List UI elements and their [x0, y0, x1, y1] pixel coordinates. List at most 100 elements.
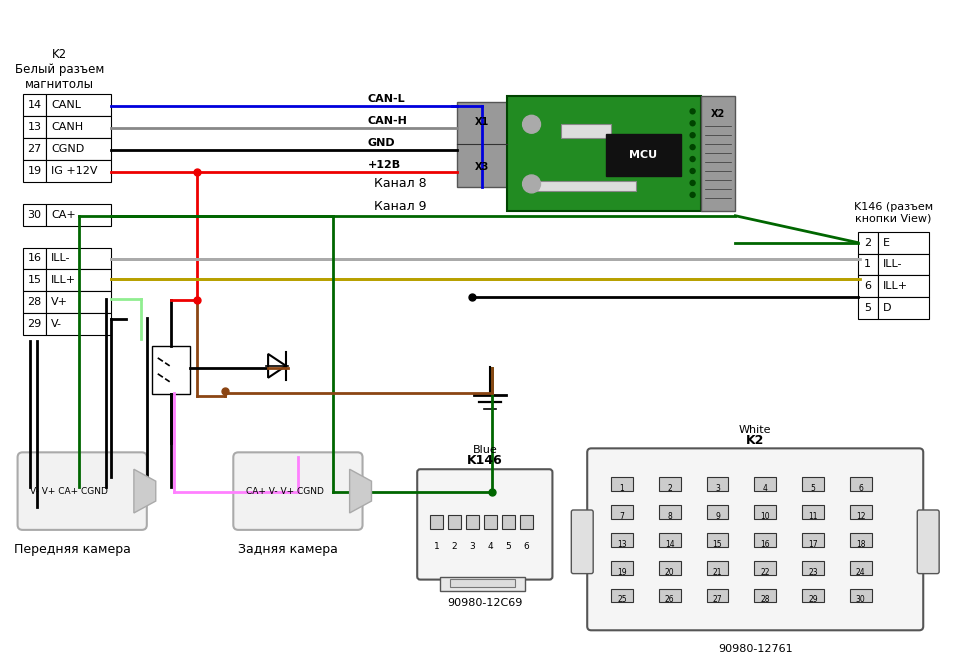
Text: CANH: CANH [52, 122, 84, 133]
Bar [22, 313, 46, 335]
Bar [562, 124, 612, 138]
Bar [877, 276, 929, 297]
Circle shape [690, 109, 695, 114]
Text: 29: 29 [27, 319, 41, 329]
Bar [802, 533, 824, 547]
Text: 28: 28 [27, 297, 41, 307]
Circle shape [690, 180, 695, 186]
Text: 15: 15 [712, 540, 722, 549]
Bar [46, 138, 111, 160]
Bar [606, 134, 681, 176]
Text: 28: 28 [760, 596, 770, 604]
Bar [22, 247, 46, 270]
Text: Blue: Blue [472, 445, 497, 455]
Text: CANL: CANL [52, 100, 82, 110]
Circle shape [690, 157, 695, 161]
Text: 11: 11 [808, 512, 818, 521]
Bar [707, 533, 729, 547]
Circle shape [690, 145, 695, 150]
Bar [755, 533, 776, 547]
Text: GND: GND [368, 138, 396, 148]
Text: ILL-: ILL- [52, 253, 71, 264]
Bar [507, 96, 701, 211]
Text: ILL+: ILL+ [882, 281, 907, 291]
Text: K146 (разъем
кнопки View): K146 (разъем кнопки View) [853, 202, 933, 224]
Text: 14: 14 [665, 540, 675, 549]
Text: 30: 30 [855, 596, 866, 604]
Text: 5: 5 [864, 303, 871, 313]
Bar [46, 116, 111, 138]
Circle shape [690, 121, 695, 126]
Bar [612, 533, 633, 547]
Text: 16: 16 [28, 253, 41, 264]
FancyBboxPatch shape [588, 448, 924, 630]
Bar [457, 102, 507, 187]
Text: 4: 4 [763, 484, 768, 493]
Bar [707, 588, 729, 602]
Bar [612, 505, 633, 519]
Text: Задняя камера: Задняя камера [238, 543, 338, 556]
Bar [450, 579, 515, 586]
Text: 6: 6 [858, 484, 863, 493]
Text: 1: 1 [864, 259, 871, 270]
Bar [755, 561, 776, 575]
Bar [659, 561, 681, 575]
Text: White: White [739, 426, 772, 436]
Bar [755, 588, 776, 602]
Text: CA+: CA+ [52, 210, 76, 220]
Text: 22: 22 [760, 567, 770, 577]
Text: 19: 19 [28, 166, 41, 176]
Text: 5: 5 [505, 542, 511, 551]
Text: 30: 30 [28, 210, 41, 220]
Bar [857, 276, 877, 297]
Bar [659, 533, 681, 547]
Bar [612, 588, 633, 602]
Text: 1: 1 [619, 484, 624, 493]
Text: 3: 3 [469, 542, 475, 551]
Bar [440, 577, 524, 590]
Bar [612, 477, 633, 491]
Bar [857, 232, 877, 253]
Text: 27: 27 [712, 596, 722, 604]
Bar [46, 291, 111, 313]
Text: 2: 2 [667, 484, 672, 493]
FancyBboxPatch shape [233, 453, 363, 530]
Text: 90980-12761: 90980-12761 [718, 644, 793, 654]
Bar [659, 588, 681, 602]
Bar [466, 515, 479, 529]
Bar [755, 477, 776, 491]
Circle shape [690, 192, 695, 197]
Text: Канал 9: Канал 9 [374, 200, 427, 213]
Text: V- V+ CA+ CGND: V- V+ CA+ CGND [31, 487, 108, 496]
Text: MCU: MCU [629, 150, 657, 160]
Bar [701, 96, 735, 211]
Text: 2: 2 [864, 237, 871, 247]
Bar [850, 533, 872, 547]
Bar [857, 253, 877, 276]
Text: 6: 6 [864, 281, 871, 291]
Text: 13: 13 [617, 540, 627, 549]
Text: ILL+: ILL+ [52, 276, 77, 285]
Bar [22, 204, 46, 226]
Bar [659, 505, 681, 519]
Text: 2: 2 [452, 542, 457, 551]
Text: 29: 29 [808, 596, 818, 604]
Bar [22, 138, 46, 160]
Bar [802, 505, 824, 519]
Bar [46, 204, 111, 226]
Text: 24: 24 [855, 567, 865, 577]
Bar [707, 561, 729, 575]
Bar [46, 270, 111, 291]
Bar [877, 232, 929, 253]
Text: 9: 9 [715, 512, 720, 521]
Text: CA+ V- V+ CGND: CA+ V- V+ CGND [246, 487, 324, 496]
Text: E: E [882, 237, 890, 247]
Text: 23: 23 [808, 567, 818, 577]
Bar [755, 505, 776, 519]
Bar [152, 346, 189, 394]
Text: 18: 18 [856, 540, 865, 549]
FancyBboxPatch shape [917, 510, 939, 573]
Bar [537, 181, 636, 191]
Bar [502, 515, 515, 529]
Circle shape [690, 133, 695, 138]
